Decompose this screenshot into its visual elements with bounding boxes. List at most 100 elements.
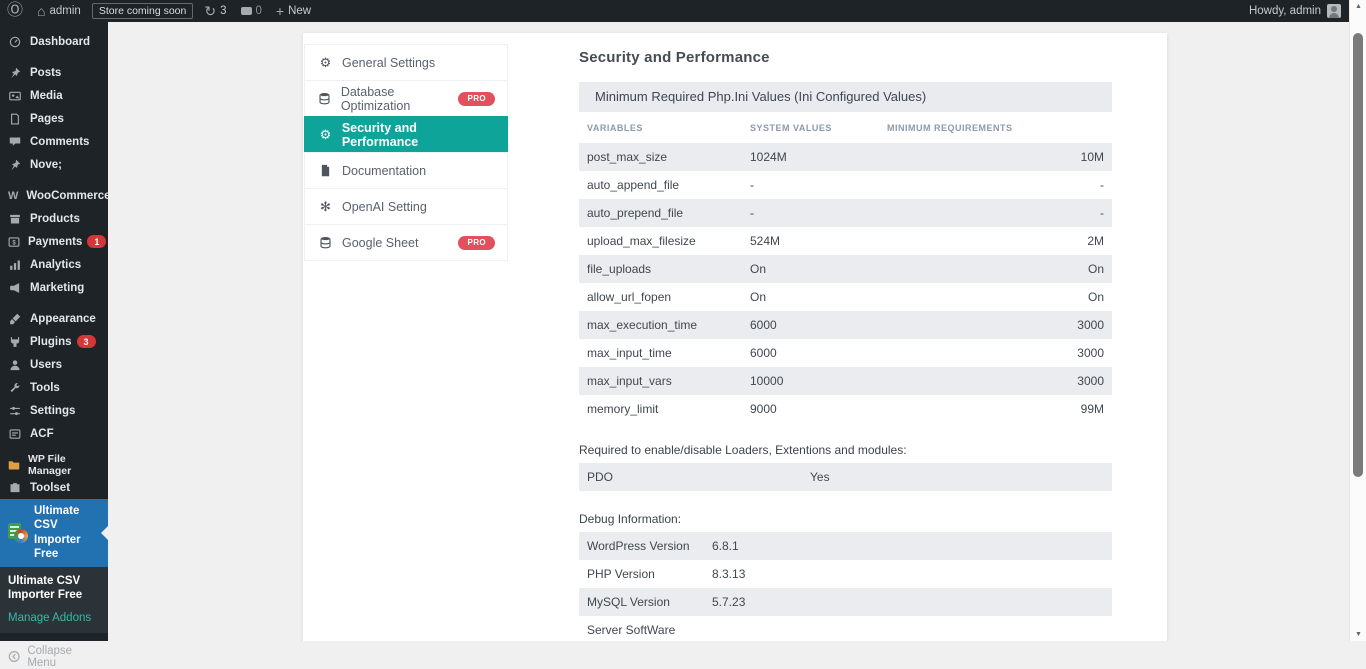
sidebar-label: WooCommerce — [26, 189, 111, 202]
table-row: PDO Yes — [579, 463, 1112, 491]
cell-variable: max_execution_time — [587, 318, 698, 332]
table-row: allow_url_fopen On On — [579, 283, 1112, 311]
cell-debug-key: MySQL Version — [587, 595, 670, 609]
collapse-label: Collapse Menu — [27, 644, 73, 669]
tab-openai-setting[interactable]: ✻ OpenAI Setting — [304, 188, 508, 225]
cell-debug-key: WordPress Version — [587, 539, 690, 553]
tab-label: Security and Performance — [341, 120, 419, 149]
cell-min-requirement: On — [1087, 262, 1104, 276]
sidebar-item-ultimate-csv-importer[interactable]: Ultimate CSV Importer Free — [0, 499, 108, 567]
sidebar-item-marketing[interactable]: Marketing — [0, 276, 108, 299]
sidebar-label: Toolset — [30, 481, 71, 494]
wordpress-menu-button[interactable]: Ⓞ — [0, 0, 30, 22]
openai-icon: ✻ — [320, 198, 331, 214]
pushpin-icon — [8, 159, 22, 171]
ini-table-header: Minimum Required Php.Ini Values (Ini Con… — [579, 82, 1112, 112]
cell-system-value: - — [750, 178, 754, 192]
sidebar-label: Media — [30, 89, 63, 102]
loaders-section-label: Required to enable/disable Loaders, Exte… — [579, 443, 907, 457]
new-content-button[interactable]: + New — [269, 0, 318, 22]
cell-system-value: 9000 — [750, 402, 777, 416]
tab-label: OpenAI Setting — [342, 199, 427, 214]
sidebar-label: WP File Manager — [28, 452, 72, 477]
tab-documentation[interactable]: Documentation — [304, 152, 508, 189]
updates-button[interactable]: ↻ 3 — [197, 0, 233, 22]
collapse-menu-button[interactable]: Collapse Menu — [0, 644, 108, 669]
comments-count: 0 — [255, 5, 262, 17]
sidebar-item-toolset[interactable]: Toolset — [0, 476, 108, 499]
tab-label: Database Optimization — [340, 84, 411, 113]
pushpin-icon — [8, 67, 22, 79]
settings-nav: ⚙ General Settings Database Optimization… — [304, 44, 508, 261]
sidebar-item-wp-file-manager[interactable]: WP File Manager — [0, 452, 108, 477]
tab-general-settings[interactable]: ⚙ General Settings — [304, 44, 508, 81]
archive-box-icon — [8, 213, 22, 225]
payments-icon: $ — [8, 236, 20, 248]
user-avatar[interactable] — [1327, 4, 1341, 18]
new-label: New — [288, 5, 312, 17]
howdy-text[interactable]: Howdy, admin — [1248, 5, 1321, 17]
page-scrollbar[interactable]: ▲ ▼ — [1349, 0, 1366, 641]
sidebar-item-acf[interactable]: ACF — [0, 422, 108, 445]
cell-variable: max_input_vars — [587, 374, 672, 388]
database-icon — [317, 236, 334, 249]
cell-system-value: 1024M — [750, 150, 787, 164]
sidebar-item-comments[interactable]: Comments — [0, 130, 108, 153]
cell-variable: memory_limit — [587, 402, 659, 416]
sidebar-separator — [0, 53, 108, 61]
sidebar-item-dashboard[interactable]: Dashboard — [0, 30, 108, 53]
cell-debug-value: 8.3.13 — [712, 567, 746, 581]
submenu-item-ultimate-csv-importer[interactable]: Ultimate CSV Importer Free — [8, 574, 83, 602]
cell-min-requirement: 3000 — [1077, 346, 1104, 360]
sidebar-item-pages[interactable]: Pages — [0, 107, 108, 130]
sidebar-item-users[interactable]: Users — [0, 353, 108, 376]
cell-min-requirement: 99M — [1080, 402, 1104, 416]
home-icon: ⌂ — [37, 3, 46, 19]
sidebar-item-products[interactable]: Products — [0, 207, 108, 230]
scroll-up-arrow[interactable]: ▲ — [1355, 3, 1362, 10]
sidebar-label: Payments — [28, 235, 83, 248]
sidebar-item-settings[interactable]: Settings — [0, 399, 108, 422]
store-coming-soon-badge: Store coming soon — [91, 3, 194, 19]
submenu-item-manage-addons[interactable]: Manage Addons — [8, 612, 92, 625]
cell-debug-value: 6.8.1 — [712, 539, 739, 553]
sidebar-item-posts[interactable]: Posts — [0, 61, 108, 84]
sidebar-item-tools[interactable]: Tools — [0, 376, 108, 399]
sidebar-separator — [0, 299, 108, 307]
table-row: WordPress Version 6.8.1 — [579, 532, 1112, 560]
cell-min-requirement: - — [1100, 178, 1104, 192]
cell-extension-name: PDO — [587, 470, 614, 484]
comments-icon — [240, 7, 252, 15]
media-icon — [8, 90, 22, 102]
admin-sidebar: Dashboard Posts Media Pages Comments Nov… — [0, 22, 111, 669]
woocommerce-icon: W — [8, 189, 19, 202]
sidebar-item-woocommerce[interactable]: W WooCommerce — [0, 184, 111, 207]
comment-icon — [8, 136, 22, 148]
scrollbar-thumb[interactable] — [1353, 33, 1363, 477]
brush-icon — [8, 313, 22, 325]
sidebar-label: Analytics — [30, 258, 82, 271]
sidebar-item-payments[interactable]: $ Payments 1 — [0, 230, 108, 253]
sidebar-item-appearance[interactable]: Appearance — [0, 307, 108, 330]
sidebar-item-nove[interactable]: Nove; — [0, 153, 108, 176]
tab-google-sheet[interactable]: Google Sheet PRO — [304, 224, 508, 261]
cell-system-value: 6000 — [750, 346, 777, 360]
tab-database-optimization[interactable]: Database Optimization PRO — [304, 80, 508, 117]
table-row: upload_max_filesize 524M 2M — [579, 227, 1112, 255]
sidebar-label: Plugins — [30, 335, 72, 348]
sidebar-label: Users — [30, 358, 62, 371]
scroll-down-arrow[interactable]: ▼ — [1355, 631, 1362, 638]
sidebar-label: ACF — [30, 427, 54, 440]
tab-security-and-performance[interactable]: ⚙ Security and Performance — [304, 116, 508, 153]
comments-button[interactable]: 0 — [234, 0, 269, 22]
megaphone-icon — [8, 282, 22, 294]
table-row: file_uploads On On — [579, 255, 1112, 283]
sidebar-item-analytics[interactable]: Analytics — [0, 253, 108, 276]
site-menu-button[interactable]: ⌂ admin — [30, 0, 88, 22]
cell-variable: auto_append_file — [587, 178, 680, 192]
wrench-icon — [8, 382, 22, 394]
cell-debug-key: Server SoftWare — [587, 623, 676, 637]
cell-system-value: 524M — [750, 234, 781, 248]
sidebar-item-plugins[interactable]: Plugins 3 — [0, 330, 108, 353]
sidebar-item-media[interactable]: Media — [0, 84, 108, 107]
